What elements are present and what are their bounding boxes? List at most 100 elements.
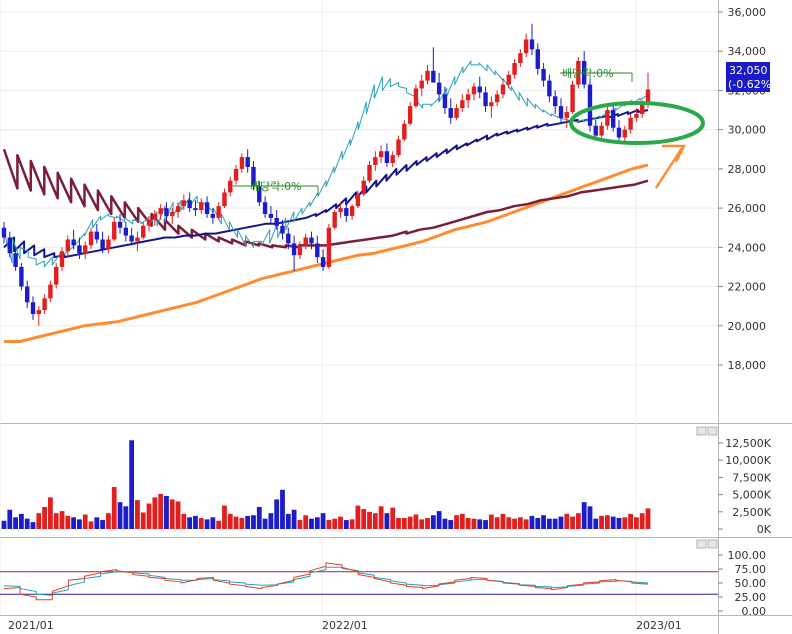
volume-bar (401, 517, 407, 529)
candle-body (564, 112, 569, 118)
candle-body (274, 217, 279, 226)
volume-axis: 12,500K 10,000K 7,500K 5,000K 2,500K 0K (718, 437, 772, 536)
volume-bar (425, 517, 430, 529)
pane-close-icon[interactable] (707, 539, 718, 549)
candle (349, 204, 355, 220)
candle (570, 80, 575, 114)
volume-tick-label: 10,000K (725, 454, 771, 467)
candle (42, 294, 47, 315)
pane-minimize-icon[interactable] (696, 539, 707, 549)
candle (117, 213, 123, 234)
volume-bar (65, 515, 71, 529)
candle-body (42, 298, 47, 311)
candle-body (639, 104, 645, 114)
volume-bar (30, 522, 36, 529)
volume-bar (448, 520, 454, 529)
candle (257, 180, 262, 207)
volume-bar (419, 519, 425, 529)
pane-minimize-icon[interactable] (696, 426, 707, 436)
candle-body (94, 231, 100, 240)
volume-bar (581, 502, 587, 529)
candle (535, 43, 540, 75)
candle-body (7, 237, 13, 254)
volume-bar (210, 517, 216, 529)
candle-body (442, 94, 448, 109)
candle (65, 235, 71, 258)
volume-bar (471, 518, 477, 529)
volume-bar (204, 519, 210, 529)
candle (77, 237, 82, 260)
volume-bar (477, 519, 483, 529)
volume-bar (500, 513, 506, 529)
volume-tick-label: 5,000K (732, 489, 771, 502)
candle-body (152, 213, 158, 220)
candle (268, 206, 274, 224)
volume-bar (587, 506, 593, 529)
candle (477, 76, 482, 99)
oscillator-tick-label: 75.00 (735, 563, 767, 576)
candle (193, 200, 198, 216)
candle (48, 280, 53, 303)
candle-body (541, 68, 546, 81)
candle (164, 202, 169, 222)
volume-bar (245, 515, 251, 529)
candle-body (593, 125, 598, 136)
oscillator-pane-buttons[interactable] (696, 539, 718, 549)
volume-bar (372, 513, 378, 529)
candle-body (257, 186, 262, 203)
volume-bar (454, 515, 459, 529)
volume-bar (616, 517, 622, 529)
volume-bar (628, 513, 633, 529)
candle (326, 223, 332, 269)
candle-body (233, 168, 239, 181)
candle (100, 231, 105, 254)
candle (518, 49, 523, 67)
candle-body (204, 202, 210, 214)
volume-bar (610, 516, 616, 529)
candle (30, 296, 36, 320)
candle-body (529, 39, 535, 50)
oscillator-slow-path (3, 566, 649, 596)
candle (158, 204, 163, 220)
candle (431, 47, 436, 83)
candle (547, 74, 552, 103)
volume-bar (604, 515, 610, 529)
candle-body (315, 243, 320, 258)
candle (36, 306, 42, 326)
candle (355, 190, 361, 209)
candle-body (500, 84, 506, 95)
oscillator-fast-path (3, 562, 649, 601)
pane-close-icon[interactable] (707, 426, 718, 436)
candle (112, 217, 117, 242)
volume-bar (361, 509, 367, 529)
candle-body (36, 310, 42, 315)
candle-body (483, 92, 488, 107)
volume-bar (494, 517, 500, 529)
candle-body (112, 221, 117, 240)
candle-body (141, 225, 146, 238)
candle (170, 208, 175, 224)
candle (634, 108, 639, 122)
candle-body (349, 206, 355, 216)
candle-body (65, 239, 71, 252)
volume-tick-label: 12,500K (725, 437, 771, 450)
volume-pane-buttons[interactable] (696, 426, 718, 436)
candle (436, 72, 442, 101)
candle (344, 200, 349, 222)
volume-bar (541, 515, 546, 529)
candle-body (19, 266, 24, 287)
volume-bar (256, 506, 262, 529)
candle-body (645, 89, 651, 105)
candle (123, 221, 129, 242)
volume-bar (558, 516, 564, 529)
ma-long-line (2, 148, 649, 249)
volume-bar (349, 519, 355, 529)
candle (529, 23, 535, 56)
candle (286, 227, 291, 250)
price-tick-label: 30,000 (728, 124, 767, 137)
candle-body (494, 94, 500, 103)
candle (228, 176, 233, 197)
candle (280, 219, 285, 240)
volume-bar (297, 520, 303, 529)
